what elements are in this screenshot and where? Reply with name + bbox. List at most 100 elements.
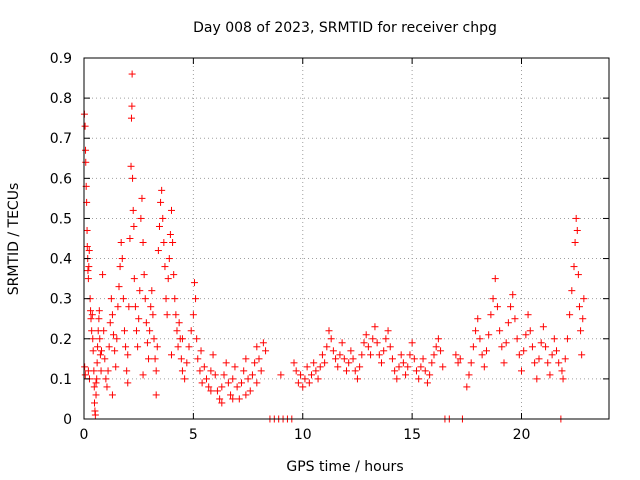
data-point	[118, 255, 126, 263]
data-point	[259, 339, 267, 347]
data-point	[507, 303, 515, 311]
data-point	[380, 347, 388, 355]
y-tick-label: 0.3	[50, 292, 72, 308]
data-point	[131, 303, 139, 311]
data-point	[110, 331, 118, 339]
data-point	[82, 158, 90, 166]
data-point	[114, 303, 122, 311]
data-point	[90, 383, 98, 391]
data-point	[107, 295, 115, 303]
data-point	[130, 275, 138, 283]
data-point	[480, 363, 488, 371]
data-point	[83, 243, 91, 251]
data-point	[321, 359, 329, 367]
data-point	[233, 383, 241, 391]
data-point	[375, 351, 383, 359]
data-point	[104, 367, 112, 375]
data-point	[483, 347, 490, 355]
data-point	[113, 335, 121, 343]
data-point	[509, 291, 517, 299]
data-point	[413, 367, 420, 375]
data-point	[575, 303, 583, 311]
data-point	[100, 327, 108, 335]
data-point	[98, 347, 105, 355]
data-point	[373, 339, 381, 347]
data-point	[574, 271, 582, 279]
data-point	[183, 359, 191, 367]
data-point	[128, 102, 136, 110]
data-point	[130, 222, 138, 230]
data-point	[566, 311, 574, 319]
data-point	[568, 287, 576, 295]
data-point	[178, 335, 186, 343]
data-point	[193, 335, 201, 343]
data-point	[255, 355, 263, 363]
data-point	[325, 327, 333, 335]
data-point	[181, 375, 189, 383]
data-point	[371, 323, 379, 331]
data-point	[314, 375, 322, 383]
y-tick-label: 0.4	[50, 252, 72, 268]
data-point	[198, 379, 206, 387]
data-point	[111, 347, 119, 355]
data-point	[120, 327, 128, 335]
data-point	[158, 186, 166, 194]
data-point	[522, 331, 530, 339]
data-point	[550, 335, 558, 343]
x-tick-label: 15	[403, 427, 421, 443]
data-point	[142, 319, 150, 327]
data-point	[524, 311, 532, 319]
data-point	[493, 303, 501, 311]
data-point	[154, 247, 162, 255]
data-point	[408, 339, 416, 347]
data-point	[253, 343, 261, 351]
data-point	[139, 371, 147, 379]
data-point	[224, 379, 232, 387]
data-point	[242, 391, 250, 399]
data-point	[106, 319, 114, 327]
data-point	[345, 359, 353, 367]
data-point	[518, 367, 525, 375]
data-point	[439, 363, 447, 371]
y-tick-label: 0.7	[50, 131, 72, 147]
data-point	[308, 371, 315, 379]
data-point	[388, 355, 396, 363]
data-point	[504, 319, 512, 327]
data-point	[137, 214, 145, 222]
data-point	[573, 226, 581, 234]
data-point	[218, 383, 226, 391]
data-point	[299, 383, 307, 391]
data-point	[382, 335, 390, 343]
data-point	[496, 327, 504, 335]
data-point	[155, 222, 163, 230]
data-point	[91, 411, 99, 419]
data-point	[231, 363, 239, 371]
data-point	[539, 323, 547, 331]
data-point	[115, 283, 123, 291]
data-point	[334, 363, 342, 371]
data-point	[174, 343, 182, 351]
data-point	[318, 351, 326, 359]
data-point	[502, 339, 510, 347]
data-point	[491, 275, 499, 283]
data-point	[127, 114, 135, 122]
data-point	[242, 355, 250, 363]
data-point	[356, 363, 364, 371]
data-point	[122, 343, 130, 351]
data-point	[101, 355, 109, 363]
data-point	[102, 375, 110, 383]
x-tick-label: 10	[294, 427, 312, 443]
data-point	[190, 279, 198, 287]
data-point	[535, 355, 543, 363]
data-point	[149, 311, 157, 319]
data-point	[327, 335, 335, 343]
data-point	[364, 343, 372, 351]
data-point	[520, 347, 528, 355]
data-point	[168, 351, 175, 359]
data-point	[511, 315, 519, 323]
y-tick-label: 0.6	[50, 171, 72, 187]
data-point	[178, 367, 186, 375]
data-point	[423, 379, 431, 387]
data-point	[220, 371, 228, 379]
